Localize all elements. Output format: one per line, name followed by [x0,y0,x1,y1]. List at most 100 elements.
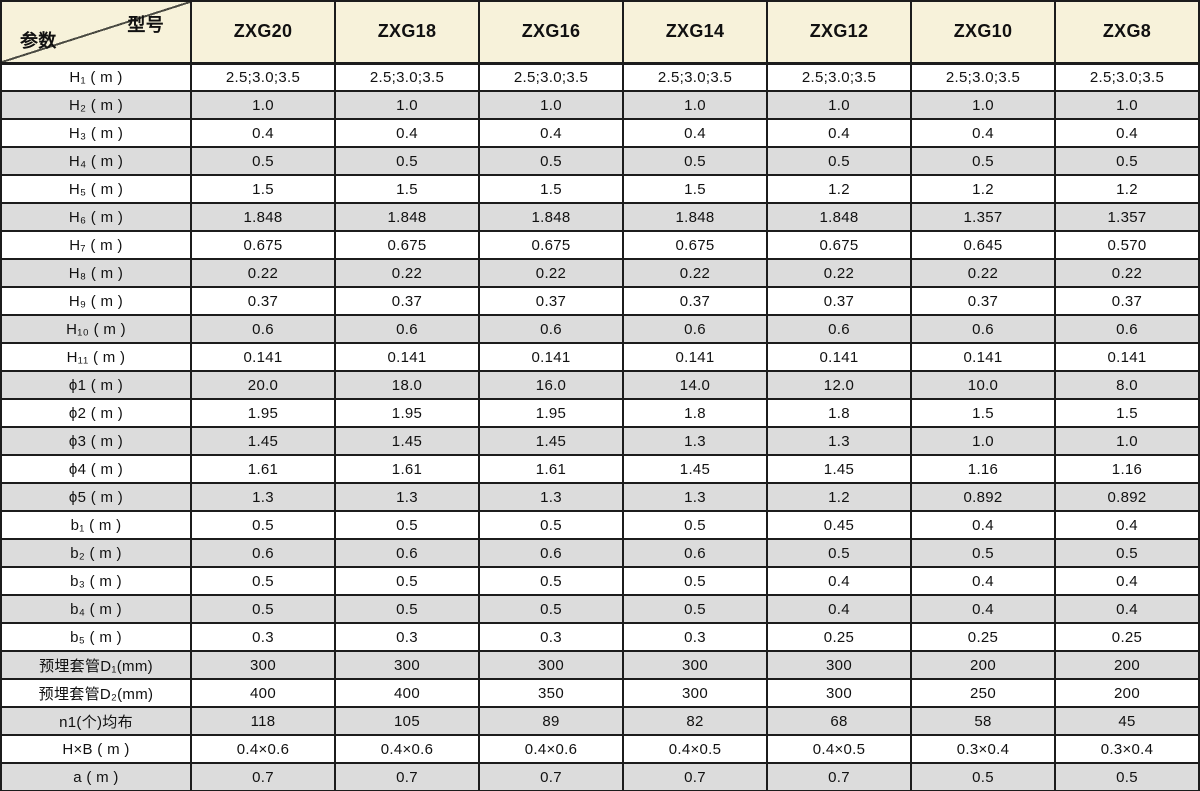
value-cell: 0.4×0.5 [622,734,768,764]
value-cell: 0.5 [190,510,336,540]
value-cell: 0.5 [334,566,480,596]
value-cell: 1.0 [478,90,624,120]
value-cell: 0.4 [766,566,912,596]
value-cell: 0.22 [622,258,768,288]
value-cell: 0.4 [622,118,768,148]
value-cell: 0.5 [622,566,768,596]
param-label-cell: H₉ ( m ) [0,286,192,316]
value-cell: 0.892 [910,482,1056,512]
value-cell: 0.6 [622,538,768,568]
value-cell: 0.3 [478,622,624,652]
table-row: ϕ4 ( m ) 1.61 1.61 1.61 1.45 1.45 1.16 1.16 [0,454,1200,484]
value-cell: 0.37 [910,286,1056,316]
value-cell: 300 [190,650,336,680]
value-cell: 1.8 [622,398,768,428]
value-cell: 1.61 [190,454,336,484]
value-cell: 1.3 [622,482,768,512]
column-header-zxg12: ZXG12 [766,0,912,65]
value-cell: 1.357 [910,202,1056,232]
param-label-cell: ϕ3 ( m ) [0,426,192,456]
value-cell: 1.5 [1054,398,1200,428]
value-cell: 118 [190,706,336,736]
param-label-cell: ϕ2 ( m ) [0,398,192,428]
value-cell: 0.892 [1054,482,1200,512]
table-row: H₄ ( m ) 0.5 0.5 0.5 0.5 0.5 0.5 0.5 [0,146,1200,176]
value-cell: 1.848 [334,202,480,232]
value-cell: 1.5 [622,174,768,204]
value-cell: 0.37 [766,286,912,316]
value-cell: 1.3 [334,482,480,512]
value-cell: 1.5 [910,398,1056,428]
value-cell: 300 [766,678,912,708]
corner-label-model: 型号 [127,15,164,35]
value-cell: 1.0 [1054,90,1200,120]
value-cell: 89 [478,706,624,736]
table-row: H₉ ( m ) 0.37 0.37 0.37 0.37 0.37 0.37 0.37 [0,286,1200,316]
column-header-zxg8: ZXG8 [1054,0,1200,65]
value-cell: 0.7 [478,762,624,791]
value-cell: 0.37 [478,286,624,316]
header-row: 型号 参数 ZXG20 ZXG18 ZXG16 ZXG14 ZXG12 ZXG10 ZXG8 [0,0,1200,65]
param-label-cell: H₁ ( m ) [0,62,192,92]
column-header-zxg20: ZXG20 [190,0,336,65]
column-header-zxg10: ZXG10 [910,0,1056,65]
value-cell: 12.0 [766,370,912,400]
corner-label-parameter: 参数 [20,30,57,51]
param-label-cell: H₆ ( m ) [0,202,192,232]
value-cell: 2.5;3.0;3.5 [1054,62,1200,92]
value-cell: 0.675 [622,230,768,260]
value-cell: 1.0 [334,90,480,120]
value-cell: 0.4×0.6 [190,734,336,764]
value-cell: 0.5 [478,566,624,596]
value-cell: 400 [334,678,480,708]
value-cell: 300 [478,650,624,680]
value-cell: 0.3 [190,622,336,652]
value-cell: 0.5 [190,566,336,596]
value-cell: 0.22 [334,258,480,288]
value-cell: 0.6 [334,314,480,344]
value-cell: 1.2 [1054,174,1200,204]
value-cell: 1.0 [910,426,1056,456]
value-cell: 0.6 [910,314,1056,344]
table-row: H×B ( m ) 0.4×0.6 0.4×0.6 0.4×0.6 0.4×0.5 0.4… [0,734,1200,764]
param-label-cell: H₁₁ ( m ) [0,342,192,372]
value-cell: 400 [190,678,336,708]
param-label-cell: a ( m ) [0,762,192,791]
param-label-cell: b₄ ( m ) [0,594,192,624]
param-label-cell: ϕ4 ( m ) [0,454,192,484]
value-cell: 1.16 [1054,454,1200,484]
value-cell: 0.6 [1054,314,1200,344]
value-cell: 0.5 [478,594,624,624]
corner-header-cell: 型号 参数 [0,0,192,65]
value-cell: 0.5 [622,146,768,176]
value-cell: 0.4 [766,118,912,148]
table-row: H₆ ( m ) 1.848 1.848 1.848 1.848 1.848 1.357 1.… [0,202,1200,232]
param-label-cell: 预埋套管D₁(mm) [0,650,192,680]
value-cell: 0.5 [334,594,480,624]
table-row: H₂ ( m ) 1.0 1.0 1.0 1.0 1.0 1.0 1.0 [0,90,1200,120]
value-cell: 20.0 [190,370,336,400]
value-cell: 0.6 [190,314,336,344]
table-row: n1(个)均布 118 105 89 82 68 58 45 [0,706,1200,736]
value-cell: 0.7 [622,762,768,791]
value-cell: 0.5 [190,594,336,624]
value-cell: 0.22 [766,258,912,288]
table-row: 预埋套管D₁(mm) 300 300 300 300 300 200 200 [0,650,1200,680]
value-cell: 2.5;3.0;3.5 [622,62,768,92]
param-label-cell: H₂ ( m ) [0,90,192,120]
value-cell: 14.0 [622,370,768,400]
value-cell: 0.5 [478,510,624,540]
value-cell: 0.5 [1054,538,1200,568]
value-cell: 1.0 [190,90,336,120]
value-cell: 0.4 [1054,566,1200,596]
param-label-cell: ϕ5 ( m ) [0,482,192,512]
value-cell: 1.45 [478,426,624,456]
table-body: H₁ ( m ) 2.5;3.0;3.5 2.5;3.0;3.5 2.5;3.0;3.… [0,62,1200,791]
value-cell: 18.0 [334,370,480,400]
value-cell: 0.570 [1054,230,1200,260]
value-cell: 0.45 [766,510,912,540]
value-cell: 0.5 [910,538,1056,568]
value-cell: 1.61 [478,454,624,484]
value-cell: 0.141 [190,342,336,372]
value-cell: 1.45 [766,454,912,484]
